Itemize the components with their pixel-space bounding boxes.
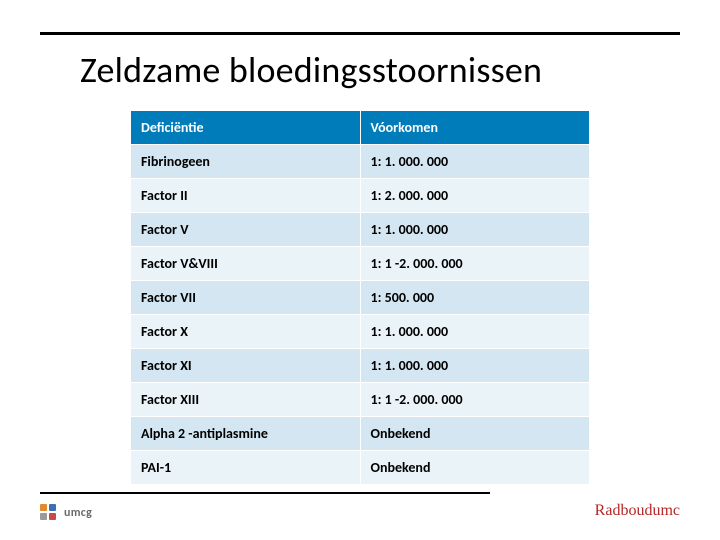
cell-deficiency: Factor V <box>131 213 361 247</box>
umcg-logo: umcg <box>40 504 92 522</box>
cell-prevalence: 1: 1. 000. 000 <box>360 315 590 349</box>
cell-prevalence: Onbekend <box>360 451 590 485</box>
table-row: PAI-1 Onbekend <box>131 451 590 485</box>
table-row: Factor XI 1: 1. 000. 000 <box>131 349 590 383</box>
table-row: Fibrinogeen 1: 1. 000. 000 <box>131 145 590 179</box>
cell-prevalence: 1: 1 -2. 000. 000 <box>360 247 590 281</box>
cell-prevalence: 1: 1. 000. 000 <box>360 349 590 383</box>
table-row: Alpha 2 -antiplasmine Onbekend <box>131 417 590 451</box>
table-row: Factor II 1: 2. 000. 000 <box>131 179 590 213</box>
table-header-row: Deficiëntie Vóorkomen <box>131 111 590 145</box>
cell-prevalence: 1: 2. 000. 000 <box>360 179 590 213</box>
cell-deficiency: Alpha 2 -antiplasmine <box>131 417 361 451</box>
cell-deficiency: Factor X <box>131 315 361 349</box>
table-row: Factor V 1: 1. 000. 000 <box>131 213 590 247</box>
slide: Zeldzame bloedingsstoornissen Deficiënti… <box>0 0 720 540</box>
umcg-emblem-icon <box>40 504 58 522</box>
cell-prevalence: 1: 500. 000 <box>360 281 590 315</box>
table-row: Factor X 1: 1. 000. 000 <box>131 315 590 349</box>
top-horizontal-rule <box>40 32 680 35</box>
cell-deficiency: Factor II <box>131 179 361 213</box>
cell-deficiency: Factor V&VIII <box>131 247 361 281</box>
bottom-horizontal-rule <box>40 492 490 494</box>
cell-prevalence: 1: 1. 000. 000 <box>360 145 590 179</box>
deficiency-table: Deficiëntie Vóorkomen Fibrinogeen 1: 1. … <box>130 110 590 485</box>
table-row: Factor V&VIII 1: 1 -2. 000. 000 <box>131 247 590 281</box>
table-row: Factor VII 1: 500. 000 <box>131 281 590 315</box>
table-header-prevalence: Vóorkomen <box>360 111 590 145</box>
table-row: Factor XIII 1: 1 -2. 000. 000 <box>131 383 590 417</box>
cell-prevalence: 1: 1 -2. 000. 000 <box>360 383 590 417</box>
radboudumc-logo-text: Radboudumc <box>595 502 680 519</box>
cell-deficiency: Factor XI <box>131 349 361 383</box>
cell-prevalence: 1: 1. 000. 000 <box>360 213 590 247</box>
cell-deficiency: Factor XIII <box>131 383 361 417</box>
cell-deficiency: Fibrinogeen <box>131 145 361 179</box>
table-header-deficiency: Deficiëntie <box>131 111 361 145</box>
cell-prevalence: Onbekend <box>360 417 590 451</box>
cell-deficiency: PAI-1 <box>131 451 361 485</box>
cell-deficiency: Factor VII <box>131 281 361 315</box>
umcg-logo-text: umcg <box>64 506 92 520</box>
page-title: Zeldzame bloedingsstoornissen <box>80 48 680 92</box>
radboudumc-logo: Radboudumc <box>595 502 680 520</box>
